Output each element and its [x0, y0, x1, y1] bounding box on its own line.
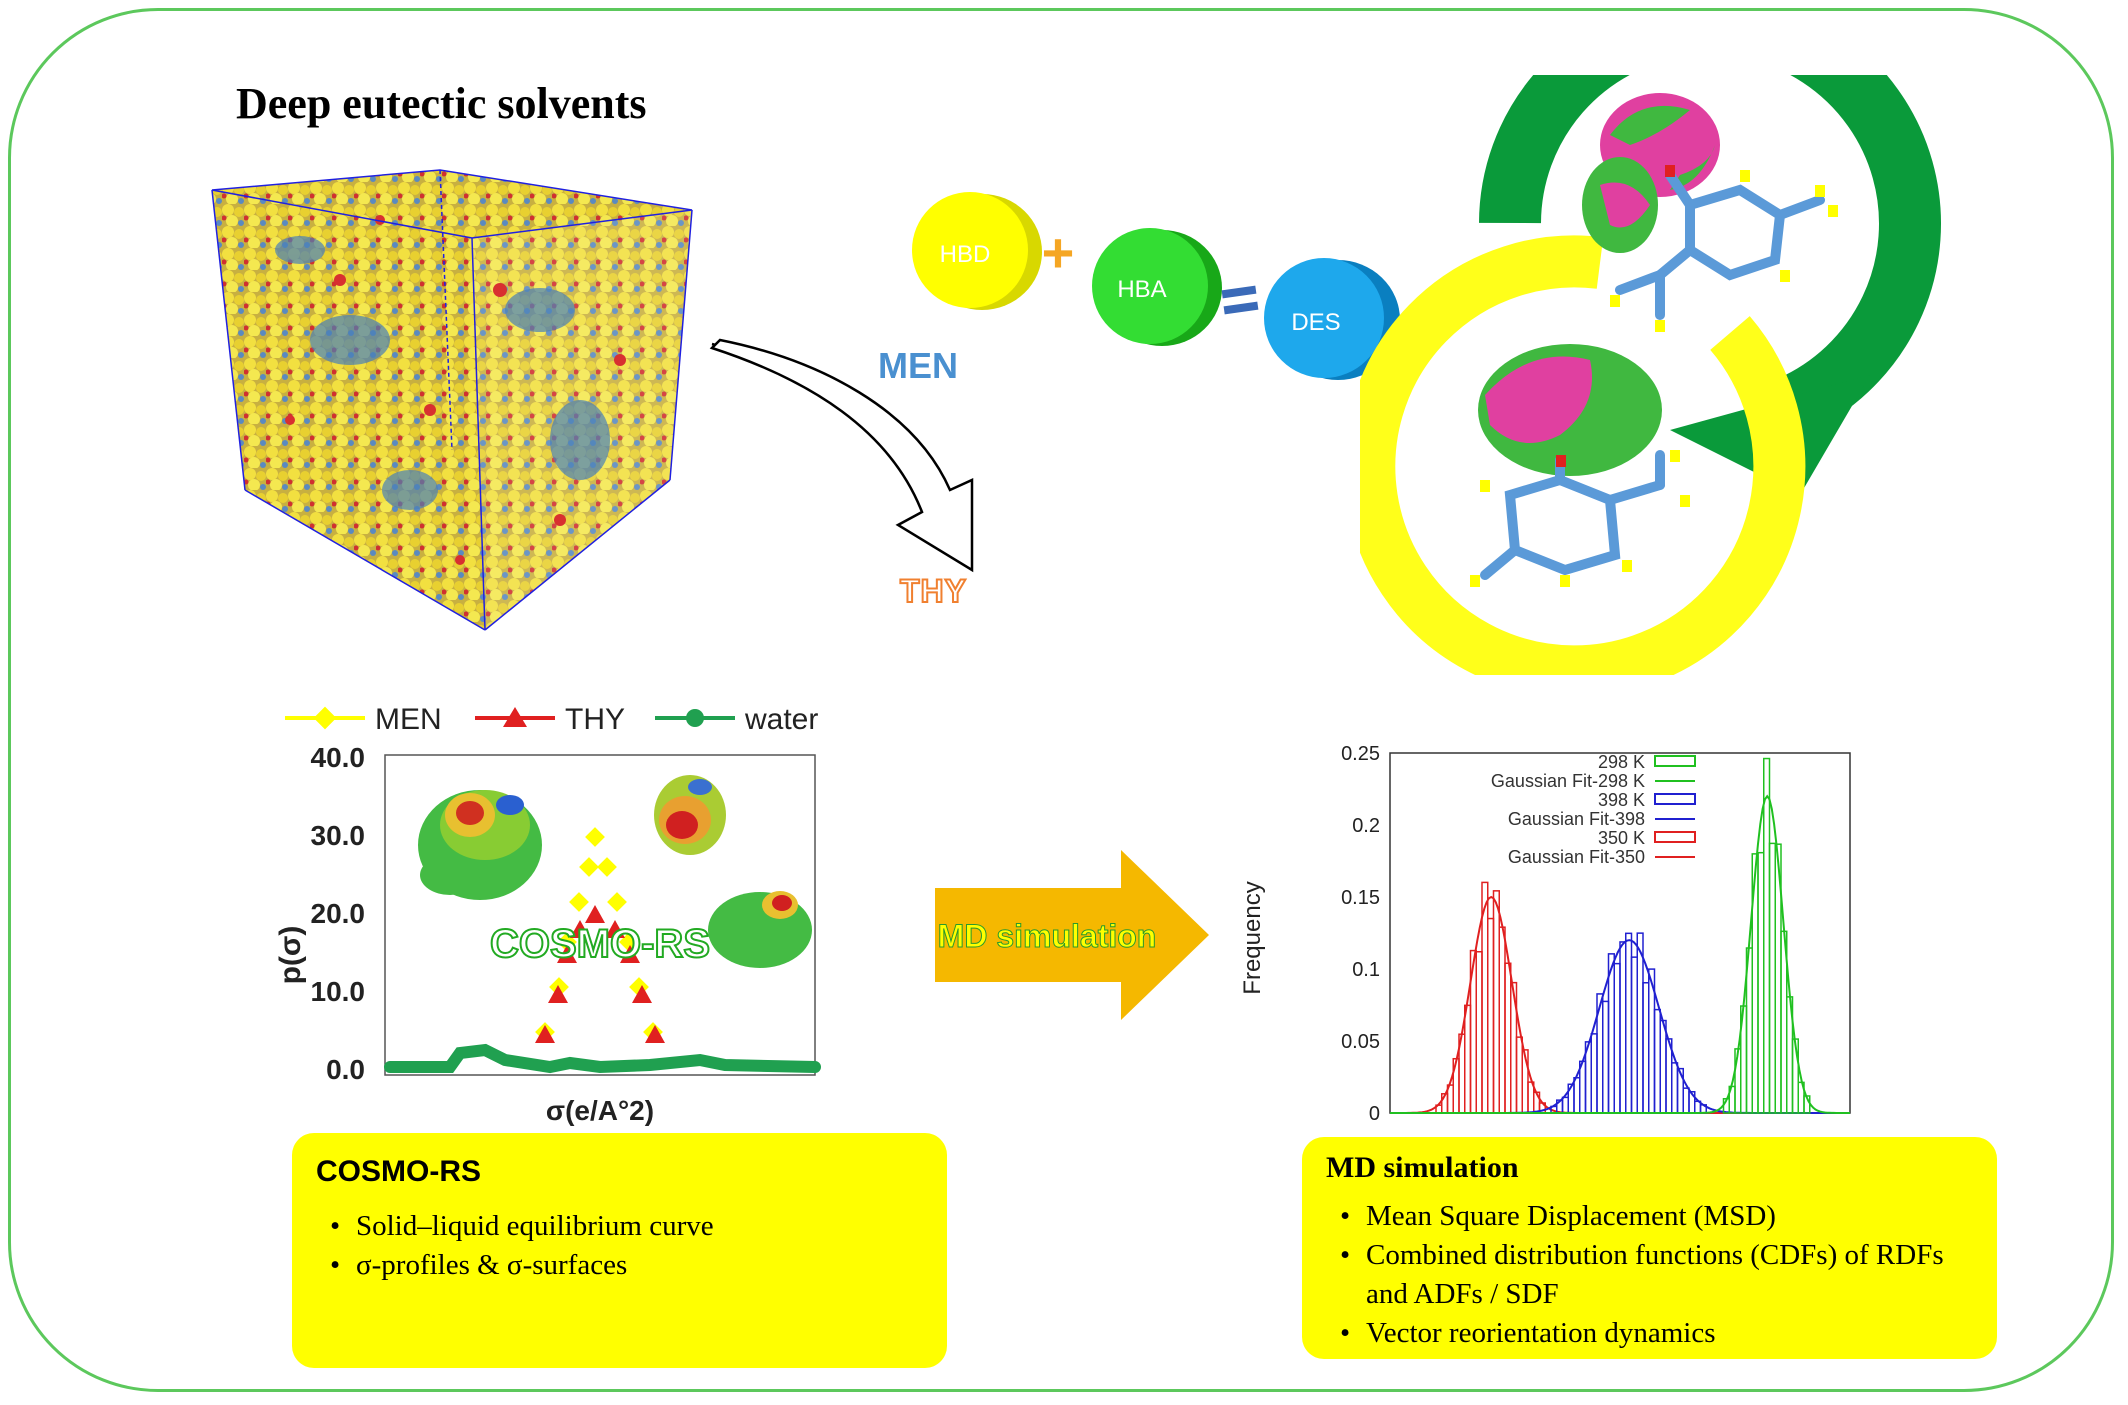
water-series [384, 1043, 821, 1074]
freq-legend-label: Gaussian Fit-298 K [1491, 771, 1645, 791]
freq-legend-label: 398 K [1598, 790, 1645, 810]
y-axis-label: p(σ) [274, 926, 307, 985]
ytick-0: 0.0 [326, 1054, 365, 1085]
frequency-histogram-chart: Frequency 0.250.20.150.10.050 298 KGauss… [1240, 743, 1851, 1125]
histogram-bar [1653, 1008, 1661, 1114]
histogram-bar [1464, 1004, 1472, 1114]
curved-arrow-icon [709, 338, 974, 573]
histogram-bar [1487, 917, 1495, 1114]
ytick-40: 40.0 [311, 742, 366, 773]
histogram-bar [1492, 890, 1500, 1114]
hba-disc: HBA [1092, 228, 1222, 346]
svg-text:+: + [1042, 221, 1075, 284]
molecular-cube-image [211, 169, 693, 631]
histogram-bar [1504, 962, 1512, 1114]
freq-ytick: 0.25 [1341, 743, 1380, 765]
md-simulation-arrow: MD simulation [935, 850, 1209, 1020]
legend-water: water [744, 703, 818, 736]
md-item-2: Combined distribution functions (CDFs) o… [1340, 1236, 1973, 1314]
histogram-bar [1607, 953, 1615, 1114]
men-label: MEN [878, 345, 958, 386]
histogram-bar [1625, 932, 1633, 1114]
sigma-profile-chart: MEN THY water p(σ) 40.0 30.0 20.0 10.0 0… [274, 703, 821, 1126]
histogram-bar [1630, 956, 1638, 1114]
histogram-bar [1475, 951, 1483, 1114]
molecule-sticks-bottom [1480, 450, 1665, 580]
thy-label: THY [899, 572, 967, 610]
molecule-sticks-top [1615, 170, 1825, 320]
freq-legend-swatch [1654, 831, 1696, 843]
plus-sign: + [1042, 221, 1075, 284]
md-item-1: Mean Square Displacement (MSD) [1340, 1197, 1973, 1236]
cosmo-item-1: Solid–liquid equilibrium curve [330, 1207, 923, 1246]
sigma-surface-3 [708, 891, 812, 968]
md-simulation-box: MD simulation Mean Square Displacement (… [1302, 1137, 1997, 1359]
histogram-bar [1561, 1096, 1569, 1114]
histogram-bar [1682, 1087, 1690, 1114]
des-disc: DES [1264, 258, 1400, 380]
legend: MEN THY water [285, 703, 818, 736]
surface-top-2 [1582, 157, 1658, 253]
cosmo-item-2: σ-profiles & σ-surfaces [330, 1246, 923, 1285]
histogram-bar [1768, 842, 1776, 1114]
cosmo-rs-overlay: COSMO-RS [490, 922, 710, 966]
freq-ytick: 0.05 [1341, 1031, 1380, 1053]
des-label: DES [1291, 309, 1340, 336]
sigma-surface-2 [654, 775, 726, 855]
histogram-bar [1613, 962, 1621, 1114]
freq-legend-label: 298 K [1598, 752, 1645, 772]
md-box-title: MD simulation [1326, 1151, 1519, 1184]
molecular-cycle-diagram [1360, 75, 1941, 675]
histogram-bar [1590, 1033, 1598, 1114]
histogram-bar [1515, 1036, 1523, 1114]
x-axis-label: σ(e/A°2) [546, 1095, 654, 1126]
legend-men: MEN [375, 703, 442, 736]
sigma-surface-1 [418, 790, 542, 900]
histogram-bar [1642, 982, 1650, 1114]
histogram-bar [1498, 926, 1506, 1114]
histogram-bar [1636, 932, 1644, 1114]
cosmo-rs-box: COSMO-RS Solid–liquid equilibrium curve … [292, 1133, 947, 1368]
md-item-3: Vector reorientation dynamics [1340, 1314, 1973, 1353]
hba-label: HBA [1117, 276, 1166, 303]
md-arrow-label: MD simulation [938, 918, 1157, 954]
freq-ytick: 0 [1369, 1103, 1380, 1125]
freq-ytick: 0.2 [1352, 815, 1380, 837]
hbd-hba-des-pathway: HBD + HBA DES [912, 192, 1400, 380]
legend-thy: THY [565, 703, 625, 736]
cosmo-box-title: COSMO-RS [316, 1155, 481, 1188]
surface-bottom [1478, 344, 1662, 476]
histogram-bar [1602, 1000, 1610, 1114]
equals-sign [1221, 285, 1259, 315]
page-title: Deep eutectic solvents [236, 79, 647, 128]
ytick-10: 10.0 [311, 976, 366, 1007]
hbd-disc: HBD [912, 192, 1042, 310]
freq-y-label: Frequency [1240, 881, 1266, 994]
ytick-20: 20.0 [311, 898, 366, 929]
ytick-30: 30.0 [311, 820, 366, 851]
freq-ytick: 0.15 [1341, 887, 1380, 909]
histogram-bar [1671, 1062, 1679, 1114]
freq-legend-label: Gaussian Fit-398 [1508, 809, 1645, 829]
freq-legend-label: Gaussian Fit-350 [1508, 847, 1645, 867]
histogram-bar [1763, 757, 1771, 1114]
outer-frame [8, 8, 2114, 1392]
histogram-bar [1659, 1019, 1667, 1114]
freq-ytick: 0.1 [1352, 959, 1380, 981]
gaussian-fit-line [1390, 794, 1850, 1114]
freq-legend-swatch [1654, 793, 1696, 805]
hbd-label: HBD [940, 241, 991, 268]
thy-series [535, 905, 665, 1043]
freq-legend-label: 350 K [1598, 828, 1645, 848]
histogram-bar [1757, 851, 1765, 1114]
histogram-bar [1573, 1077, 1581, 1114]
histogram-bar [1619, 941, 1627, 1114]
freq-legend-swatch [1654, 755, 1696, 767]
